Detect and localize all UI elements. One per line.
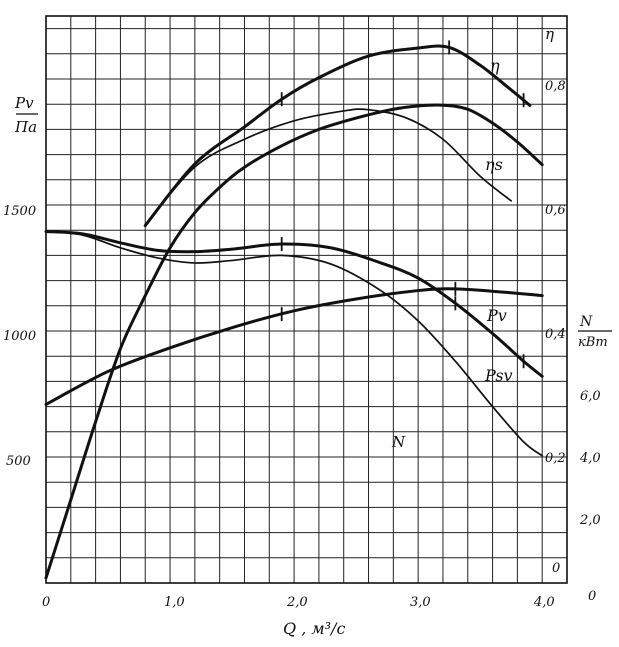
eff-tick-label: 0,2 <box>545 451 566 466</box>
eff-tick-label: 0 <box>552 561 560 576</box>
chart-curve-marks <box>280 40 525 369</box>
eff-tick-label: 0,6 <box>545 203 566 218</box>
left-tick-label: 500 <box>6 454 31 469</box>
power-tick-label: 2,0 <box>579 513 601 528</box>
eff-tick-label: 0,8 <box>545 79 566 94</box>
power-tick-label: 6,0 <box>580 389 601 404</box>
series-label-eta-s: ηs <box>485 155 503 174</box>
series-label-psv: Psv <box>484 366 513 385</box>
x-tick-label: 2,0 <box>286 595 308 610</box>
series-1-curve <box>144 108 513 227</box>
series-2-curve <box>44 229 544 378</box>
x-tick-label: 0 <box>42 595 50 610</box>
chart-curves <box>44 44 544 580</box>
series-3-curve <box>45 230 544 457</box>
left-axis-label-bottom: Па <box>14 118 37 136</box>
eff-tick-label: 0,4 <box>545 327 566 342</box>
series-label-n: N <box>391 433 406 451</box>
left-tick-label: 1000 <box>3 329 36 344</box>
pressure-rise-curve <box>44 103 544 580</box>
series-4-curve <box>44 287 544 406</box>
x-axis-label: Q , м³/с <box>283 619 345 638</box>
power-tick-label: 0 <box>588 589 596 604</box>
eff-axis-label: η <box>545 25 554 43</box>
power-axis-label-top: N <box>579 314 593 330</box>
left-tick-label: 1500 <box>3 204 36 219</box>
power-axis-label-bottom: кВт <box>578 335 608 350</box>
x-tick-label: 4,0 <box>533 595 555 610</box>
series-label-eta: η <box>490 56 500 75</box>
x-tick-label: 1,0 <box>164 595 185 610</box>
chart-grid <box>45 15 568 584</box>
plot-frame <box>45 15 568 584</box>
series-0-curve <box>143 44 532 228</box>
power-tick-label: 4,0 <box>579 451 601 466</box>
x-tick-label: 3,0 <box>410 595 431 610</box>
series-label-pv: Pv <box>486 306 507 325</box>
left-axis-label-top: Pv <box>14 94 34 112</box>
